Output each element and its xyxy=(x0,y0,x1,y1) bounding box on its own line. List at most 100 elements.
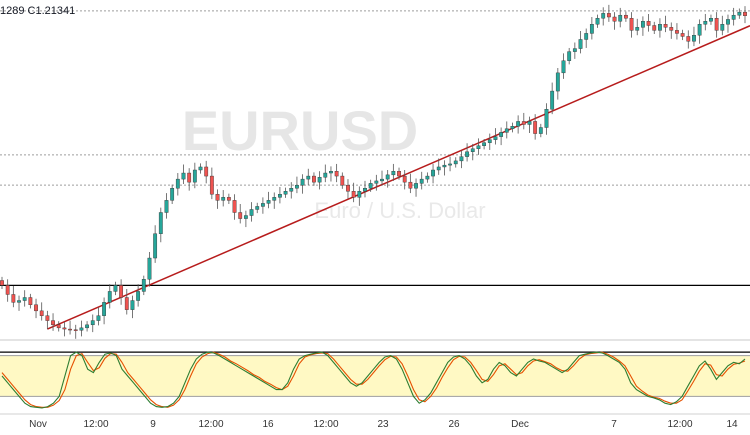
ohlc-readout: 1289 C1.21341 xyxy=(0,5,75,17)
candle-35 xyxy=(198,166,203,171)
candle-77 xyxy=(436,166,441,171)
candle-39 xyxy=(221,197,226,201)
candle-6 xyxy=(34,304,38,312)
x-tick-label-2: 9 xyxy=(150,419,156,430)
candle-126 xyxy=(714,18,719,31)
candle-55 xyxy=(312,175,316,183)
candle-15 xyxy=(85,324,89,329)
candle-89 xyxy=(504,128,509,133)
candle-8 xyxy=(45,315,50,321)
candle-79 xyxy=(448,163,452,166)
candle-72 xyxy=(408,181,413,189)
candle-32 xyxy=(181,172,186,180)
candle-75 xyxy=(425,175,430,180)
candle-105 xyxy=(595,18,600,25)
candle-99 xyxy=(561,60,566,74)
x-tick-label-7: 26 xyxy=(448,419,460,430)
candle-113 xyxy=(641,21,645,28)
candle-119 xyxy=(675,30,679,34)
candle-117 xyxy=(663,24,668,28)
candle-65 xyxy=(368,183,373,189)
candle-52 xyxy=(295,184,299,189)
candle-66 xyxy=(374,180,379,184)
candle-27 xyxy=(153,233,158,259)
candle-69 xyxy=(391,171,396,176)
candle-21 xyxy=(119,285,124,298)
candle-67 xyxy=(380,178,384,182)
candle-7 xyxy=(39,310,44,316)
candle-34 xyxy=(192,169,197,183)
candle-95 xyxy=(538,127,543,134)
candle-59 xyxy=(334,171,339,177)
candle-14 xyxy=(79,327,84,331)
candle-1 xyxy=(5,285,10,295)
candle-48 xyxy=(272,197,277,201)
candle-125 xyxy=(709,18,713,22)
x-tick-label-0: Nov xyxy=(29,419,47,430)
candle-104 xyxy=(589,24,594,34)
candle-45 xyxy=(255,206,260,210)
candle-85 xyxy=(482,142,487,146)
candle-10 xyxy=(56,324,61,329)
candle-71 xyxy=(402,175,407,183)
candle-106 xyxy=(601,13,606,19)
candle-62 xyxy=(351,191,356,198)
candle-110 xyxy=(623,14,628,19)
candle-29 xyxy=(164,200,169,213)
stochastic-pane xyxy=(0,339,750,409)
candle-4 xyxy=(22,297,27,301)
candle-31 xyxy=(175,178,180,189)
candle-25 xyxy=(141,279,146,292)
candle-94 xyxy=(533,121,538,134)
candle-16 xyxy=(90,320,95,326)
candle-102 xyxy=(578,39,583,49)
candle-42 xyxy=(238,212,243,219)
candle-49 xyxy=(278,194,282,198)
candle-17 xyxy=(96,315,101,321)
candle-37 xyxy=(209,175,214,195)
candle-28 xyxy=(158,212,163,234)
candle-22 xyxy=(124,297,129,310)
candle-57 xyxy=(323,172,328,178)
candle-90 xyxy=(510,126,515,129)
candle-40 xyxy=(226,197,231,201)
candle-80 xyxy=(453,160,458,165)
candle-24 xyxy=(136,291,141,301)
candle-93 xyxy=(527,121,532,125)
candle-103 xyxy=(584,33,589,40)
candle-82 xyxy=(465,151,469,157)
x-tick-label-5: 12:00 xyxy=(313,419,338,430)
candle-68 xyxy=(385,174,390,180)
candle-78 xyxy=(442,164,447,168)
candle-61 xyxy=(346,184,350,192)
candle-109 xyxy=(618,14,623,22)
candle-63 xyxy=(357,191,362,198)
candle-56 xyxy=(317,177,322,183)
candle-33 xyxy=(187,172,192,183)
candle-127 xyxy=(720,24,725,31)
candle-50 xyxy=(283,191,288,195)
candle-64 xyxy=(363,188,367,192)
candle-122 xyxy=(692,35,696,42)
candle-92 xyxy=(521,121,526,125)
candle-51 xyxy=(289,188,294,192)
candle-36 xyxy=(204,166,209,177)
candle-38 xyxy=(215,194,220,201)
candle-124 xyxy=(703,21,708,25)
candle-58 xyxy=(329,171,333,174)
candle-3 xyxy=(17,300,21,303)
candle-87 xyxy=(493,136,498,140)
candle-118 xyxy=(669,27,674,31)
candle-107 xyxy=(606,13,611,18)
candle-83 xyxy=(470,148,475,152)
candle-108 xyxy=(612,16,617,22)
candle-23 xyxy=(130,300,135,310)
candle-130 xyxy=(737,11,742,16)
candle-91 xyxy=(516,121,521,127)
candle-30 xyxy=(170,188,175,201)
candle-115 xyxy=(652,25,657,31)
candles xyxy=(0,4,747,339)
x-tick-label-9: 7 xyxy=(611,419,617,430)
